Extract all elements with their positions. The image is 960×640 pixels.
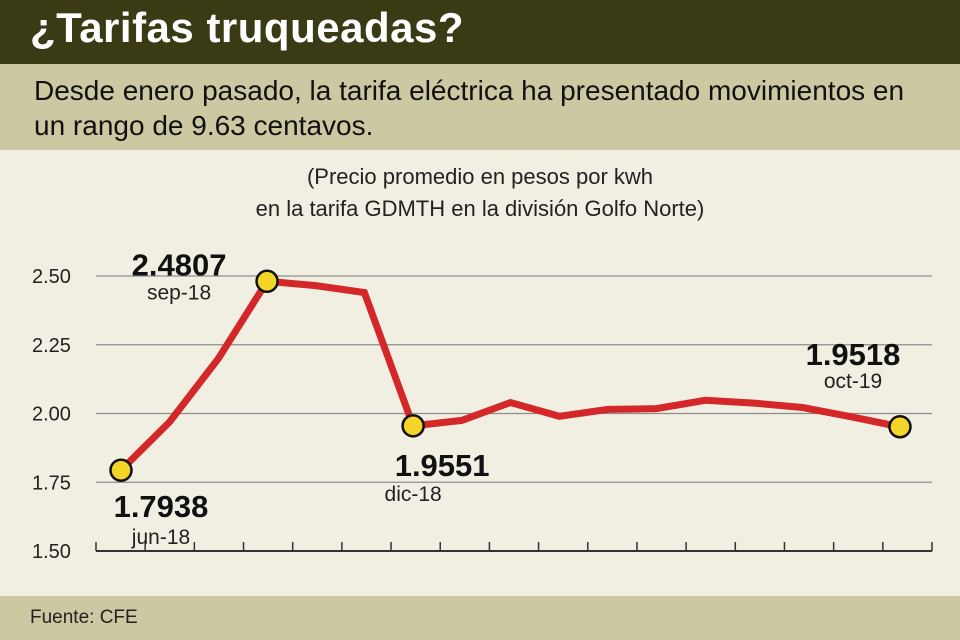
data-point-marker xyxy=(401,414,425,438)
line-chart: (Precio promedio en pesos por kwh en la t… xyxy=(32,164,933,563)
data-label-value: 1.9518 xyxy=(806,337,901,372)
data-label-date: sep-18 xyxy=(147,281,211,304)
page-title: ¿Tarifas truqueadas? xyxy=(30,4,464,51)
y-tick-label: 1.50 xyxy=(32,541,71,563)
y-tick-label: 2.50 xyxy=(32,266,71,288)
y-tick-label: 2.25 xyxy=(32,335,71,357)
data-label-value: 2.4807 xyxy=(132,247,227,282)
data-point-marker xyxy=(109,458,133,482)
series-line xyxy=(118,277,901,473)
data-label-value: 1.9551 xyxy=(395,448,490,483)
y-tick-label: 1.75 xyxy=(32,472,71,494)
header-bar: ¿Tarifas truqueadas? xyxy=(0,0,960,64)
data-label-date: oct-19 xyxy=(824,370,882,393)
data-label-value: 1.7938 xyxy=(114,489,209,524)
chart-title-line: (Precio promedio en pesos por kwh xyxy=(307,164,653,189)
data-point-marker xyxy=(255,269,279,294)
footer-band: Fuente: CFE xyxy=(0,596,960,640)
subtitle: Desde enero pasado, la tarifa eléctrica … xyxy=(34,75,905,141)
data-point-marker xyxy=(888,415,912,439)
data-label-date: dic-18 xyxy=(385,483,442,506)
subhead-band: Desde enero pasado, la tarifa eléctrica … xyxy=(0,64,960,150)
data-label-date: jun-18 xyxy=(131,526,190,549)
chart-title-line: en la tarifa GDMTH en la división Golfo … xyxy=(256,196,705,221)
y-tick-label: 2.00 xyxy=(32,404,71,426)
source-note: Fuente: CFE xyxy=(30,607,138,628)
